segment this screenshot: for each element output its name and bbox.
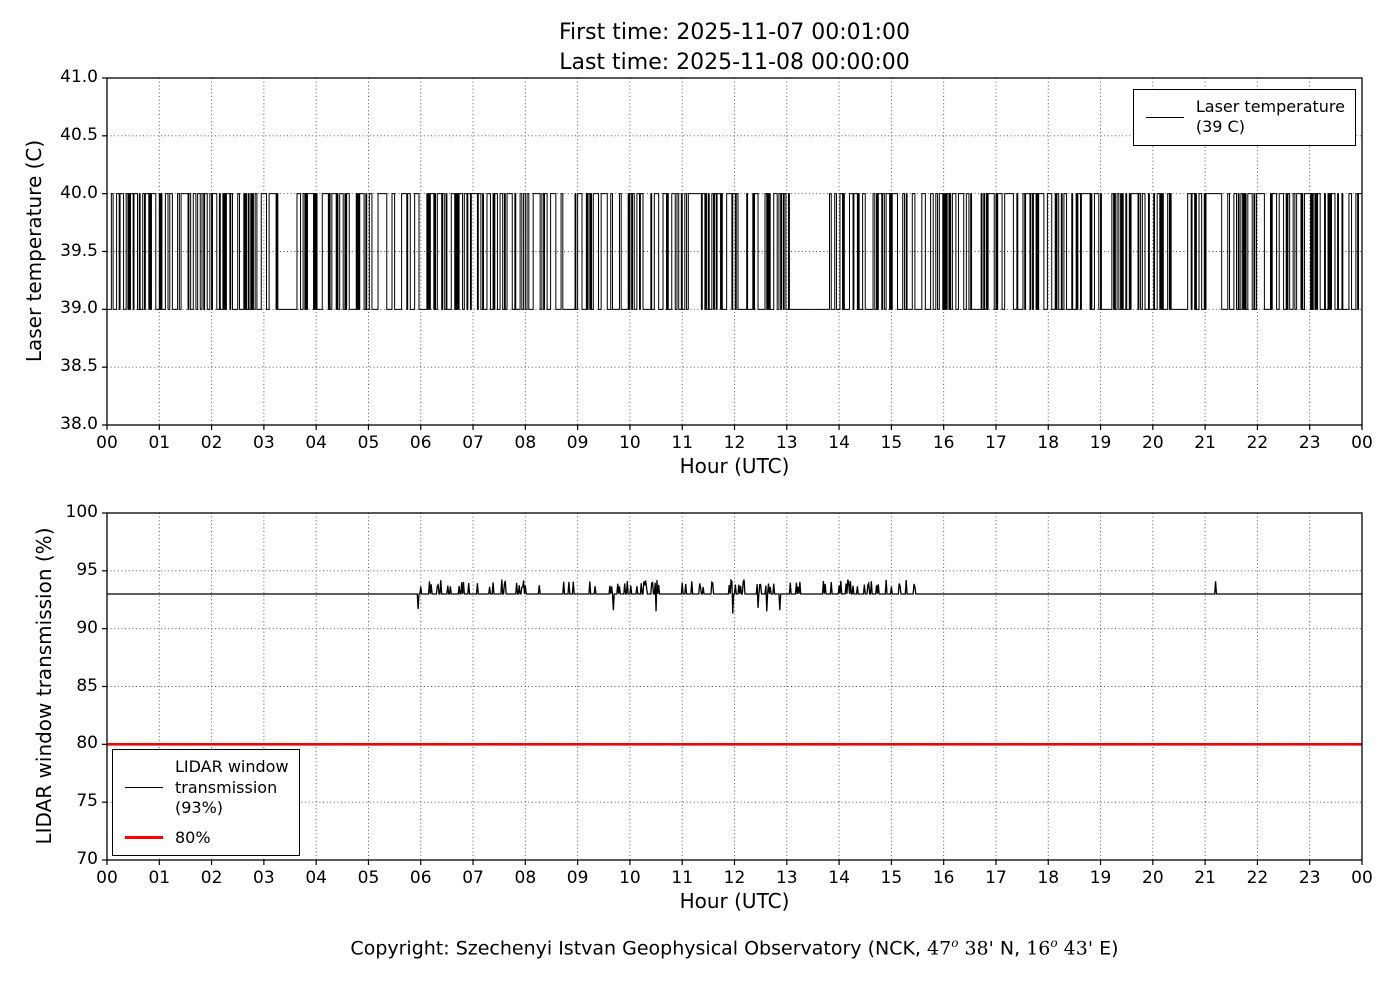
laser-temperature-legend: Laser temperature (39 C) — [1132, 89, 1356, 146]
longitude-hemisphere: E) — [1093, 937, 1119, 960]
x-tick-label: 03 — [253, 868, 275, 888]
x-tick-label: 13 — [775, 868, 798, 888]
x-tick-label: 02 — [200, 868, 223, 888]
longitude-degrees: 16 — [1026, 937, 1051, 960]
lidar-transmission-legend: LIDAR window transmission (93%) 80% — [112, 749, 300, 856]
y-tick-label: 38.5 — [60, 356, 98, 377]
legend-label: Laser temperature (39 C) — [1196, 97, 1345, 138]
x-tick-label: 21 — [1194, 433, 1216, 453]
x-tick-label: 14 — [828, 433, 850, 453]
x-tick-label: 17 — [985, 433, 1007, 453]
x-tick-label: 04 — [305, 868, 327, 888]
latitude-minutes: 38' — [958, 937, 994, 960]
y-tick-label: 70 — [76, 849, 98, 869]
x-tick-label: 18 — [1037, 868, 1060, 888]
x-tick-label: 13 — [775, 433, 798, 453]
x-tick-label: 20 — [1142, 868, 1164, 888]
x-tick-label: 09 — [566, 433, 589, 453]
x-tick-label: 09 — [566, 868, 589, 888]
x-tick-label: 08 — [514, 868, 537, 888]
y-tick-label: 85 — [76, 675, 98, 696]
y-tick-label: 80 — [76, 733, 98, 754]
x-tick-label: 07 — [462, 433, 484, 453]
y-tick-label: 41.0 — [60, 67, 98, 87]
x-tick-label: 00 — [96, 433, 118, 453]
x-tick-label: 01 — [148, 433, 171, 453]
x-tick-label: 16 — [932, 433, 955, 453]
x-tick-label: 02 — [200, 433, 223, 453]
x-tick-label: 15 — [880, 868, 903, 888]
x-tick-label: 05 — [357, 433, 380, 453]
x-tick-label: 11 — [671, 868, 694, 888]
x-tick-label: 23 — [1298, 433, 1321, 453]
x-tick-label: 01 — [148, 868, 171, 888]
legend-label-line: (39 C) — [1195, 117, 1245, 137]
x-tick-label: 10 — [619, 433, 641, 453]
y-tick-label: 39.0 — [60, 298, 98, 319]
x-tick-label: 14 — [828, 868, 850, 888]
legend-label-line: transmission — [175, 777, 278, 797]
x-tick-label: 10 — [619, 868, 641, 888]
x-tick-label: 00 — [96, 868, 118, 888]
hour-utc-xlabel-top: Hour (UTC) — [679, 454, 790, 478]
y-tick-label: 40.5 — [60, 124, 98, 145]
lidar-window-transmission-svg — [102, 512, 1363, 865]
figure-title: First time: 2025-11-07 00:01:00 Last tim… — [107, 18, 1362, 78]
x-tick-label: 12 — [723, 868, 746, 888]
laser-temperature-plot: Laser temperature (39 C) 00 01 02 03 04 05 06 0… — [60, 67, 1373, 453]
legend-red-line-sample — [125, 836, 163, 840]
x-tick-label: 19 — [1089, 868, 1112, 888]
legend-black-line-sample — [1145, 116, 1184, 118]
title-first-time: First time: 2025-11-07 00:01:00 — [558, 20, 911, 45]
x-tick-label: 16 — [932, 868, 955, 888]
longitude-minutes: 43' — [1057, 937, 1094, 960]
x-tick-label: 05 — [357, 868, 380, 888]
x-tick-label: 06 — [409, 868, 432, 888]
latitude-hemisphere: N, — [993, 937, 1027, 960]
legend-label: LIDAR window transmission (93%) — [175, 757, 289, 818]
latitude-degrees: 47 — [927, 937, 952, 960]
x-tick-label: 08 — [514, 433, 537, 453]
legend-label-line: 80% — [175, 827, 211, 847]
y-tick-label: 40.0 — [60, 182, 98, 203]
x-tick-label: 03 — [253, 433, 275, 453]
x-tick-label: 19 — [1089, 433, 1112, 453]
hour-utc-xlabel-bottom: Hour (UTC) — [679, 889, 790, 913]
title-last-time: Last time: 2025-11-08 00:00:00 — [559, 50, 910, 75]
laser-temperature-ylabel: Laser temperature (C) — [22, 139, 46, 363]
x-tick-label: 00 — [1351, 868, 1373, 888]
x-tick-label: 18 — [1037, 433, 1060, 453]
degree-symbol: o — [1050, 936, 1058, 950]
degree-symbol: o — [951, 936, 959, 950]
lidar-transmission-plot: LIDAR window transmission (93%) 80% 00 01… — [66, 502, 1373, 888]
y-tick-label: 38.0 — [60, 414, 98, 434]
y-tick-label: 90 — [76, 617, 98, 638]
x-tick-label: 00 — [1351, 433, 1373, 453]
x-tick-label: 17 — [985, 868, 1007, 888]
lidar-transmission-ylabel: LIDAR window transmission (%) — [32, 527, 56, 845]
x-tick-label: 07 — [462, 868, 484, 888]
x-tick-label: 04 — [305, 433, 327, 453]
x-tick-label: 12 — [723, 433, 746, 453]
x-tick-label: 22 — [1246, 433, 1269, 453]
y-tick-label: 95 — [76, 559, 98, 580]
y-tick-label: 39.5 — [60, 240, 98, 261]
x-tick-label: 06 — [409, 433, 432, 453]
copyright-text: Copyright: Szechenyi Istvan Geophysical … — [350, 937, 927, 960]
legend-label-line: LIDAR window — [175, 757, 289, 777]
copyright: Copyright: Szechenyi Istvan Geophysical … — [107, 936, 1362, 959]
x-tick-label: 23 — [1298, 868, 1321, 888]
x-tick-label: 15 — [880, 433, 903, 453]
x-tick-label: 11 — [671, 433, 694, 453]
legend-label-line: Laser temperature — [1195, 97, 1345, 116]
legend-black-line-sample — [125, 787, 163, 789]
y-tick-label: 100 — [65, 502, 98, 522]
y-tick-label: 75 — [76, 791, 98, 812]
x-tick-label: 22 — [1246, 868, 1269, 888]
legend-label-line: (93%) — [175, 798, 224, 818]
x-tick-label: 20 — [1142, 433, 1164, 453]
x-tick-label: 21 — [1194, 868, 1216, 888]
